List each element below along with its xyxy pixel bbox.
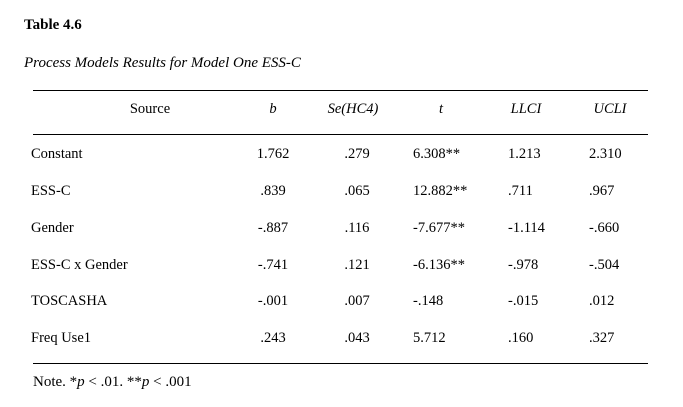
table-note: Note. *p < .01. **p < .001 bbox=[33, 374, 192, 391]
cell-ucli: 2.310 bbox=[589, 146, 622, 162]
cell-b: .243 bbox=[260, 330, 286, 346]
cell-llci: .160 bbox=[508, 330, 534, 346]
table-top-rule bbox=[33, 90, 648, 91]
cell-llci: -.015 bbox=[508, 293, 539, 309]
header-b: b bbox=[269, 101, 277, 117]
cell-source: ESS-C bbox=[31, 183, 71, 199]
cell-ucli: -.504 bbox=[589, 257, 620, 273]
cell-ucli: .967 bbox=[589, 183, 615, 199]
note-mid: < .01. ** bbox=[84, 374, 142, 390]
cell-se: .116 bbox=[344, 220, 370, 236]
note-p-symbol: p bbox=[141, 374, 150, 390]
cell-ucli: -.660 bbox=[589, 220, 620, 236]
cell-t: 6.308** bbox=[413, 146, 461, 162]
cell-ucli: .327 bbox=[589, 330, 615, 346]
header-source: Source bbox=[129, 101, 171, 117]
cell-t: 5.712 bbox=[413, 330, 446, 346]
note-suffix: < .001 bbox=[149, 374, 192, 390]
cell-t: -6.136** bbox=[413, 257, 465, 273]
cell-source: ESS-C x Gender bbox=[31, 257, 128, 273]
cell-t: 12.882** bbox=[413, 183, 468, 199]
cell-b: -.741 bbox=[257, 257, 289, 273]
cell-b: -.887 bbox=[257, 220, 289, 236]
table-title: Process Models Results for Model One ESS… bbox=[24, 55, 301, 71]
cell-source: Gender bbox=[31, 220, 74, 236]
cell-b: .839 bbox=[260, 183, 286, 199]
cell-se: .007 bbox=[344, 293, 370, 309]
note-p-symbol: p bbox=[77, 374, 85, 390]
cell-se: .279 bbox=[344, 146, 370, 162]
cell-source: TOSCASHA bbox=[31, 293, 108, 309]
cell-t: -.148 bbox=[413, 293, 444, 309]
cell-llci: -1.114 bbox=[508, 220, 545, 236]
cell-ucli: .012 bbox=[589, 293, 615, 309]
cell-se: .065 bbox=[344, 183, 370, 199]
cell-b: 1.762 bbox=[256, 146, 290, 162]
header-llci: LLCI bbox=[510, 101, 542, 117]
cell-se: .121 bbox=[344, 257, 370, 273]
cell-b: -.001 bbox=[257, 293, 289, 309]
cell-llci: 1.213 bbox=[508, 146, 541, 162]
cell-source: Constant bbox=[31, 146, 83, 162]
header-se: Se(HC4) bbox=[327, 101, 379, 117]
cell-se: .043 bbox=[344, 330, 370, 346]
cell-llci: .711 bbox=[508, 183, 533, 199]
header-ucli: UCLI bbox=[593, 101, 627, 117]
cell-llci: -.978 bbox=[508, 257, 539, 273]
table-bottom-rule bbox=[33, 363, 648, 364]
table-number: Table 4.6 bbox=[24, 17, 82, 33]
table-header-rule bbox=[33, 134, 648, 135]
cell-t: -7.677** bbox=[413, 220, 465, 236]
header-t: t bbox=[438, 101, 444, 117]
cell-source: Freq Use1 bbox=[31, 330, 92, 346]
note-prefix: Note. * bbox=[33, 374, 78, 390]
